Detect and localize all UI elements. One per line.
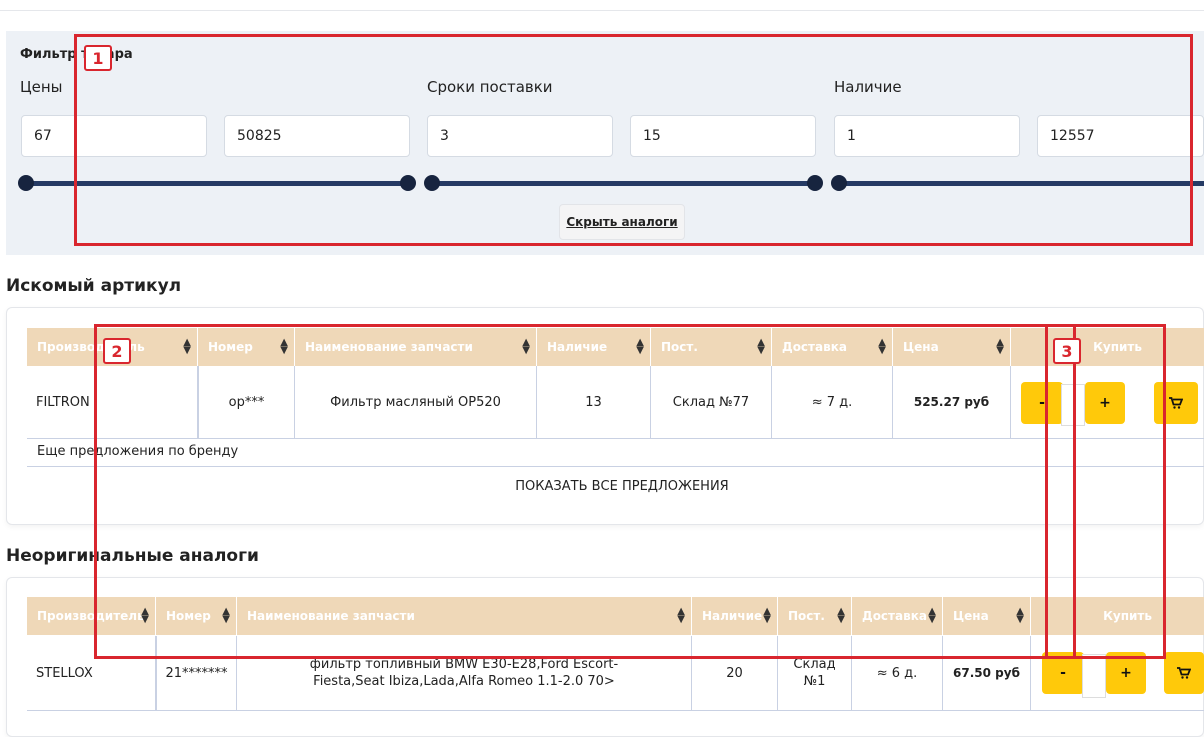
top-divider <box>0 10 1204 11</box>
sort-icon: ▲ ▼ <box>878 337 886 356</box>
cell-delivery: ≈ 7 д. <box>772 366 893 438</box>
cart-icon <box>1177 667 1191 679</box>
col-header-stock[interactable]: Наличие ▲ ▼ <box>537 328 651 366</box>
delivery-max-input[interactable] <box>630 115 816 157</box>
cell-supplier: Склад №77 <box>651 366 772 438</box>
col-header-name[interactable]: Наименование запчасти ▲ ▼ <box>237 597 692 635</box>
cell-price: 67.50 руб <box>943 636 1031 710</box>
analogs-title: Неоригинальные аналоги <box>6 546 259 566</box>
cell-price: 525.27 руб <box>893 366 1011 438</box>
hide-analogs-button[interactable]: Скрыть аналоги <box>559 204 685 240</box>
price-max-handle[interactable] <box>400 175 416 191</box>
cell-stock: 13 <box>537 366 651 438</box>
price-max-input[interactable] <box>224 115 410 157</box>
col-header-supplier[interactable]: Пост. ▲ ▼ <box>778 597 852 635</box>
qty-minus-button[interactable]: - <box>1042 652 1084 694</box>
col-header-price[interactable]: Цена ▲ ▼ <box>893 328 1011 366</box>
cart-icon <box>1169 397 1183 409</box>
annotation-badge-1: 1 <box>84 45 112 71</box>
quantity-input[interactable] <box>1082 654 1106 698</box>
qty-plus-button[interactable]: + <box>1085 382 1125 424</box>
sort-icon: ▲ ▼ <box>928 606 936 625</box>
sort-icon: ▲ ▼ <box>183 337 191 356</box>
sort-icon: ▲ ▼ <box>141 606 149 625</box>
sort-icon: ▲ ▼ <box>996 337 1004 356</box>
cell-name: фильтр топливный BMW E30-E28,Ford Escort… <box>237 636 692 710</box>
stock-range-slider[interactable] <box>839 181 1204 186</box>
cell-number: 21******* <box>156 636 237 710</box>
stock-min-handle[interactable] <box>831 175 847 191</box>
sort-icon: ▲ ▼ <box>757 337 765 356</box>
col-header-number[interactable]: Номер ▲ ▼ <box>156 597 237 635</box>
col-header-name[interactable]: Наименование запчасти ▲ ▼ <box>295 328 537 366</box>
col-header-buy: Купить <box>1011 328 1204 366</box>
sort-icon: ▲ ▼ <box>522 337 530 356</box>
filter-title: Фильтр товара <box>20 47 133 62</box>
qty-minus-button[interactable]: - <box>1021 382 1063 424</box>
annotation-badge-3: 3 <box>1053 338 1081 364</box>
col-header-number[interactable]: Номер ▲ ▼ <box>198 328 295 366</box>
sort-icon: ▲ ▼ <box>1016 606 1024 625</box>
col-header-supplier[interactable]: Пост. ▲ ▼ <box>651 328 772 366</box>
cell-name: Фильтр масляный OP520 <box>295 366 537 438</box>
sort-icon: ▲ ▼ <box>636 337 644 356</box>
annotation-badge-2: 2 <box>103 338 131 364</box>
col-header-delivery[interactable]: Доставка ▲ ▼ <box>772 328 893 366</box>
price-filter-label: Цены <box>20 78 63 96</box>
cell-stock: 20 <box>692 636 778 710</box>
quantity-input[interactable] <box>1061 384 1085 426</box>
stock-max-input[interactable] <box>1037 115 1204 157</box>
show-all-offers-button[interactable]: ПОКАЗАТЬ ВСЕ ПРЕДЛОЖЕНИЯ <box>515 478 729 494</box>
cell-brand: FILTRON <box>27 366 198 438</box>
col-header-stock[interactable]: Наличие ▲ ▼ <box>692 597 778 635</box>
price-range-slider[interactable] <box>26 181 409 186</box>
sort-icon: ▲ ▼ <box>837 606 845 625</box>
cell-supplier: Склад №1 <box>778 636 852 710</box>
row-divider <box>27 466 1204 467</box>
stock-min-input[interactable] <box>834 115 1020 157</box>
row-divider <box>27 710 1204 711</box>
sort-icon: ▲ ▼ <box>763 606 771 625</box>
cell-brand: STELLOX <box>27 636 156 710</box>
price-min-handle[interactable] <box>18 175 34 191</box>
add-to-cart-button[interactable] <box>1154 382 1198 424</box>
delivery-min-input[interactable] <box>427 115 613 157</box>
delivery-range-slider[interactable] <box>432 181 816 186</box>
delivery-max-handle[interactable] <box>807 175 823 191</box>
col-header-brand[interactable]: Производитель ▲ ▼ <box>27 597 156 635</box>
qty-plus-button[interactable]: + <box>1106 652 1146 694</box>
sort-icon: ▲ ▼ <box>677 606 685 625</box>
delivery-filter-label: Сроки поставки <box>427 78 553 96</box>
cell-delivery: ≈ 6 д. <box>852 636 943 710</box>
more-offers-text: Еще предложения по бренду <box>37 444 239 459</box>
sort-icon: ▲ ▼ <box>280 337 288 356</box>
col-header-price[interactable]: Цена ▲ ▼ <box>943 597 1031 635</box>
delivery-min-handle[interactable] <box>424 175 440 191</box>
price-min-input[interactable] <box>21 115 207 157</box>
col-header-delivery[interactable]: Доставка ▲ ▼ <box>852 597 943 635</box>
stock-filter-label: Наличие <box>834 78 902 96</box>
sort-icon: ▲ ▼ <box>222 606 230 625</box>
sought-article-title: Искомый артикул <box>6 276 182 296</box>
row-divider <box>27 438 1204 439</box>
add-to-cart-button[interactable] <box>1164 652 1204 694</box>
cell-number: op*** <box>198 366 295 438</box>
col-header-buy: Купить <box>1031 597 1204 635</box>
